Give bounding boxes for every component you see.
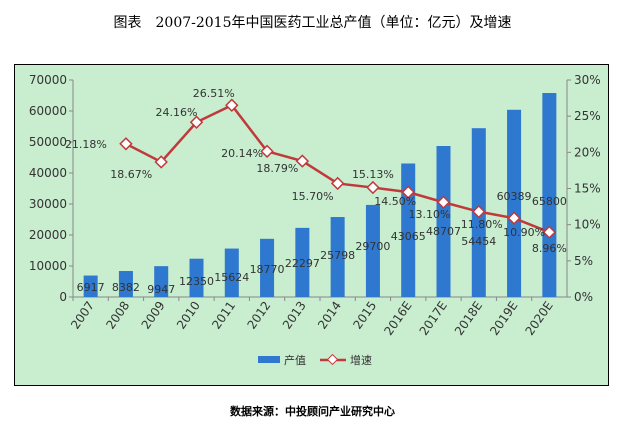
bar-2014 [330,217,345,297]
bar-label: 25798 [320,249,355,262]
x-tick-label: 2020E [522,299,555,338]
growth-marker-2009 [154,155,168,169]
growth-label: 14.50% [374,195,416,208]
bar-label: 43065 [391,230,426,243]
growth-label: 15.13% [352,168,394,181]
bar-label: 9947 [147,283,175,296]
growth-marker-2014 [330,176,345,191]
bar-2017E [436,146,451,297]
right-tick-label: 20% [574,145,601,159]
left-tick-label: 30000 [29,197,67,211]
right-tick-label: 10% [574,218,601,232]
bar-2007 [83,275,98,297]
x-tick-label: 2014 [315,299,344,332]
bar-2016E [401,163,416,297]
growth-label: 10.90% [503,226,545,239]
left-tick-label: 40000 [29,166,67,180]
left-tick-label: 70000 [29,73,67,87]
growth-marker-2008 [119,137,133,151]
growth-label: 18.79% [256,162,298,175]
right-tick-label: 15% [574,182,601,196]
x-tick-label: 2016E [381,299,414,338]
growth-marker-2017E [436,195,451,209]
chart-title: 图表 2007-2015年中国医药工业总产值（单位：亿元）及增速 [113,15,512,31]
x-tick-label: 2018E [452,299,485,338]
growth-marker-2013 [295,154,310,168]
bar-2009 [154,266,169,297]
growth-marker-2012 [260,144,274,159]
x-tick-label: 2019E [487,299,520,338]
bar-2013 [295,227,310,297]
source-note: 数据来源：中投顾问产业研究中心 [230,405,395,418]
bar-label: 65800 [532,195,567,208]
growth-label: 24.16% [156,106,198,119]
bar-label: 6917 [77,281,105,294]
bar-label: 48707 [426,225,461,238]
left-tick-label: 50000 [29,135,67,149]
growth-marker-2010 [189,115,204,129]
growth-label: 13.10% [409,208,451,221]
x-tick-label: 2007 [68,299,97,332]
left-tick-label: 0 [59,290,67,304]
growth-marker-2020E [542,225,557,239]
growth-label: 8.96% [532,242,567,255]
growth-label: 21.18% [65,138,107,151]
bar-label: 8382 [112,281,140,294]
x-tick-label: 2011 [209,299,238,332]
x-tick-label: 2009 [139,299,168,332]
left-tick-label: 10000 [29,259,67,273]
right-tick-label: 30% [574,73,601,87]
bar-label: 22297 [285,257,320,270]
bar-2020E [542,93,557,298]
x-tick-label: 2010 [174,299,203,332]
bar-label: 15624 [214,271,249,284]
growth-marker-2019E [507,211,521,225]
bar-label: 12350 [179,275,214,288]
growth-marker-2016E [401,185,415,199]
bar-label: 18770 [250,263,285,276]
legend-line-label: 增速 [350,353,372,367]
growth-marker-2015 [366,180,380,195]
bar-2019E [507,109,522,297]
legend-bar-swatch [258,356,280,363]
growth-marker-2011 [225,98,239,112]
bar-label: 60389 [497,190,532,203]
x-tick-label: 2013 [280,299,309,332]
bar-2012 [260,238,275,297]
legend-bar-label: 产值 [284,353,306,367]
x-tick-label: 2017E [417,299,450,338]
bar-label: 54454 [461,235,496,248]
growth-line [125,103,550,234]
bar-2015 [365,204,380,297]
right-tick-label: 0% [574,290,593,304]
bar-2008 [118,271,133,297]
bar-2011 [224,248,239,297]
growth-label: 26.51% [193,87,235,100]
growth-label: 15.70% [292,190,334,203]
bar-label: 29700 [355,240,390,253]
growth-label: 11.80% [461,218,503,231]
x-tick-label: 2015 [350,299,379,332]
left-tick-label: 20000 [29,228,67,242]
legend-line-marker [326,353,339,366]
x-tick-label: 2008 [103,299,132,332]
x-tick-label: 2012 [245,299,274,332]
growth-marker-2018E [472,204,486,219]
growth-label: 20.14% [221,147,263,160]
bar-2010 [189,258,204,297]
left-tick-label: 60000 [29,104,67,118]
right-tick-label: 5% [574,254,593,268]
right-tick-label: 25% [574,109,601,123]
growth-label: 18.67% [110,168,152,181]
